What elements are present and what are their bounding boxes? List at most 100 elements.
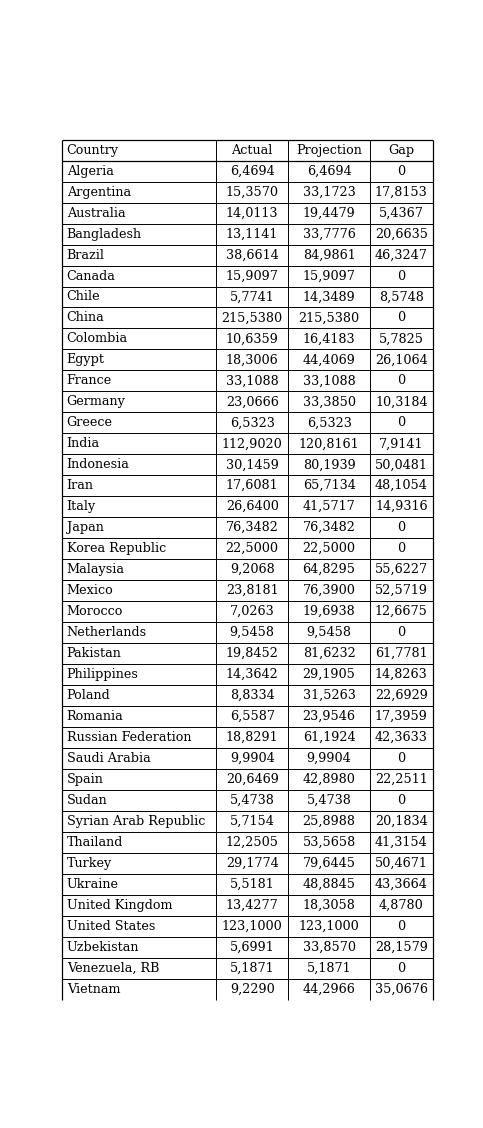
Text: 5,7741: 5,7741 bbox=[230, 291, 274, 303]
Text: 18,3058: 18,3058 bbox=[303, 899, 355, 911]
Text: Korea Republic: Korea Republic bbox=[67, 543, 166, 555]
Text: 33,7776: 33,7776 bbox=[303, 228, 355, 240]
Text: Indonesia: Indonesia bbox=[67, 458, 129, 472]
Text: 35,0676: 35,0676 bbox=[375, 982, 428, 996]
Text: 8,8334: 8,8334 bbox=[230, 689, 274, 702]
Text: 84,9861: 84,9861 bbox=[303, 248, 355, 262]
Text: 215,5380: 215,5380 bbox=[298, 311, 360, 325]
Text: 14,3489: 14,3489 bbox=[303, 291, 355, 303]
Text: Uzbekistan: Uzbekistan bbox=[67, 941, 139, 953]
Text: 0: 0 bbox=[397, 961, 405, 975]
Text: 18,3006: 18,3006 bbox=[226, 353, 279, 367]
Text: 0: 0 bbox=[397, 416, 405, 430]
Text: Chile: Chile bbox=[67, 291, 100, 303]
Text: 26,6400: 26,6400 bbox=[226, 500, 279, 513]
Text: 5,1871: 5,1871 bbox=[230, 961, 274, 975]
Text: 0: 0 bbox=[397, 752, 405, 765]
Text: 26,1064: 26,1064 bbox=[375, 353, 428, 367]
Text: 5,7825: 5,7825 bbox=[379, 333, 424, 345]
Text: 81,6232: 81,6232 bbox=[303, 647, 355, 660]
Text: 17,8153: 17,8153 bbox=[375, 186, 428, 199]
Text: Romania: Romania bbox=[67, 710, 124, 723]
Text: 5,5181: 5,5181 bbox=[230, 878, 274, 891]
Text: Mexico: Mexico bbox=[67, 584, 114, 597]
Text: India: India bbox=[67, 438, 100, 450]
Text: Ukraine: Ukraine bbox=[67, 878, 119, 891]
Text: 0: 0 bbox=[397, 270, 405, 282]
Text: 18,8291: 18,8291 bbox=[226, 731, 279, 744]
Text: 48,8845: 48,8845 bbox=[302, 878, 355, 891]
Text: 80,1939: 80,1939 bbox=[303, 458, 355, 472]
Text: 25,8988: 25,8988 bbox=[302, 814, 355, 828]
Text: 50,4671: 50,4671 bbox=[375, 857, 428, 870]
Text: Syrian Arab Republic: Syrian Arab Republic bbox=[67, 814, 205, 828]
Text: 44,4069: 44,4069 bbox=[303, 353, 355, 367]
Text: 29,1905: 29,1905 bbox=[303, 668, 355, 681]
Text: 9,5458: 9,5458 bbox=[230, 626, 275, 640]
Text: 120,8161: 120,8161 bbox=[299, 438, 359, 450]
Text: 61,7781: 61,7781 bbox=[375, 647, 427, 660]
Text: Venezuela, RB: Venezuela, RB bbox=[67, 961, 159, 975]
Text: 5,4367: 5,4367 bbox=[379, 206, 424, 220]
Text: 41,5717: 41,5717 bbox=[303, 500, 355, 513]
Text: 65,7134: 65,7134 bbox=[303, 479, 355, 492]
Text: 0: 0 bbox=[397, 165, 405, 178]
Text: 6,5323: 6,5323 bbox=[307, 416, 352, 430]
Text: 55,6227: 55,6227 bbox=[375, 563, 428, 576]
Text: Colombia: Colombia bbox=[67, 333, 128, 345]
Text: United Kingdom: United Kingdom bbox=[67, 899, 172, 911]
Text: 4,8780: 4,8780 bbox=[379, 899, 424, 911]
Text: 0: 0 bbox=[397, 626, 405, 640]
Text: 0: 0 bbox=[397, 311, 405, 325]
Text: 15,9097: 15,9097 bbox=[303, 270, 355, 282]
Text: 0: 0 bbox=[397, 374, 405, 387]
Text: Turkey: Turkey bbox=[67, 857, 112, 870]
Text: 0: 0 bbox=[397, 919, 405, 933]
Text: 14,0113: 14,0113 bbox=[226, 206, 278, 220]
Text: 10,6359: 10,6359 bbox=[226, 333, 279, 345]
Text: Philippines: Philippines bbox=[67, 668, 139, 681]
Text: 23,8181: 23,8181 bbox=[226, 584, 279, 597]
Text: Egypt: Egypt bbox=[67, 353, 105, 367]
Text: 5,6991: 5,6991 bbox=[230, 941, 274, 953]
Text: 29,1774: 29,1774 bbox=[226, 857, 279, 870]
Text: Spain: Spain bbox=[67, 773, 104, 786]
Text: 9,9904: 9,9904 bbox=[230, 752, 274, 765]
Text: Japan: Japan bbox=[67, 521, 104, 535]
Text: 48,1054: 48,1054 bbox=[375, 479, 428, 492]
Text: Actual: Actual bbox=[231, 143, 273, 157]
Text: 22,5000: 22,5000 bbox=[226, 543, 279, 555]
Text: Pakistan: Pakistan bbox=[67, 647, 122, 660]
Text: Italy: Italy bbox=[67, 500, 96, 513]
Text: Vietnam: Vietnam bbox=[67, 982, 120, 996]
Text: Russian Federation: Russian Federation bbox=[67, 731, 191, 744]
Text: 22,6929: 22,6929 bbox=[375, 689, 428, 702]
Text: 23,9546: 23,9546 bbox=[302, 710, 355, 723]
Text: Morocco: Morocco bbox=[67, 605, 123, 618]
Text: 20,6635: 20,6635 bbox=[375, 228, 428, 240]
Text: 14,9316: 14,9316 bbox=[375, 500, 427, 513]
Text: 112,9020: 112,9020 bbox=[222, 438, 283, 450]
Text: Australia: Australia bbox=[67, 206, 126, 220]
Text: 15,9097: 15,9097 bbox=[226, 270, 279, 282]
Text: 38,6614: 38,6614 bbox=[226, 248, 279, 262]
Text: Malaysia: Malaysia bbox=[67, 563, 125, 576]
Text: 14,3642: 14,3642 bbox=[226, 668, 279, 681]
Text: Argentina: Argentina bbox=[67, 186, 131, 199]
Text: Algeria: Algeria bbox=[67, 165, 114, 178]
Text: 19,6938: 19,6938 bbox=[303, 605, 355, 618]
Text: 5,1871: 5,1871 bbox=[307, 961, 351, 975]
Text: 15,3570: 15,3570 bbox=[226, 186, 279, 199]
Text: 43,3664: 43,3664 bbox=[375, 878, 428, 891]
Text: 6,5587: 6,5587 bbox=[230, 710, 275, 723]
Text: 52,5719: 52,5719 bbox=[375, 584, 428, 597]
Text: 0: 0 bbox=[397, 543, 405, 555]
Text: 76,3482: 76,3482 bbox=[303, 521, 355, 535]
Text: 13,1141: 13,1141 bbox=[226, 228, 278, 240]
Text: 5,4738: 5,4738 bbox=[307, 794, 352, 807]
Text: 22,2511: 22,2511 bbox=[375, 773, 428, 786]
Text: 9,9904: 9,9904 bbox=[307, 752, 352, 765]
Text: 20,6469: 20,6469 bbox=[226, 773, 279, 786]
Text: 23,0666: 23,0666 bbox=[226, 395, 279, 408]
Text: Country: Country bbox=[67, 143, 119, 157]
